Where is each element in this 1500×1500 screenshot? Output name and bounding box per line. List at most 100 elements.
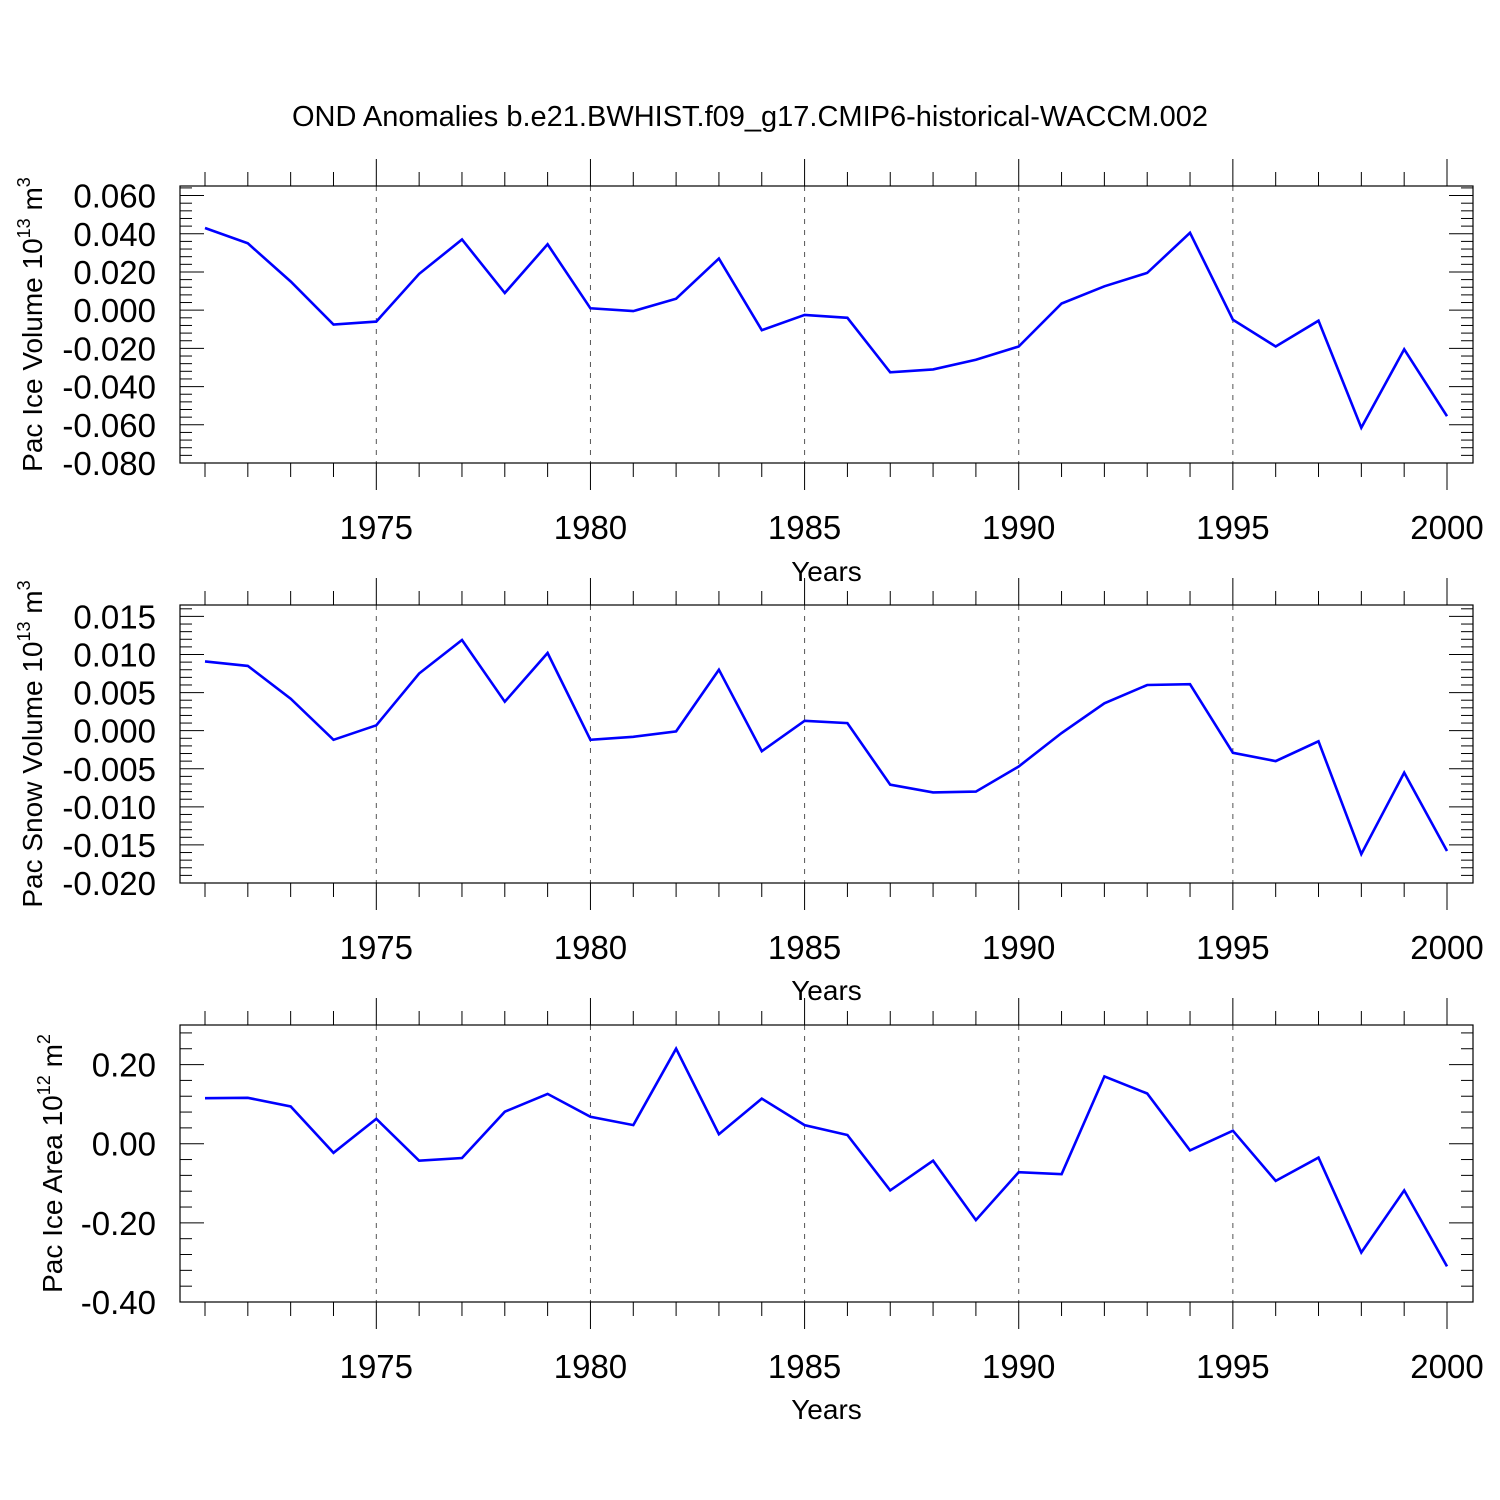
data-point — [1017, 1170, 1021, 1174]
data-point — [588, 306, 592, 310]
data-point — [460, 1156, 464, 1160]
data-point — [674, 1047, 678, 1051]
x-tick-label: 1995 — [1196, 929, 1269, 966]
y-axis-title-unit: m — [37, 1044, 68, 1075]
data-point — [1317, 1156, 1321, 1160]
x-tick-label: 1985 — [768, 1348, 841, 1385]
y-axis-title-unit: m — [17, 187, 48, 218]
data-point — [717, 257, 721, 261]
y-axis-title-unit-exponent: 3 — [14, 580, 34, 590]
x-axis-title: Years — [791, 975, 862, 1006]
data-point — [974, 1218, 978, 1222]
y-tick-label: 0.015 — [73, 598, 156, 635]
y-tick-label: 0.040 — [73, 216, 156, 253]
x-tick-label: 2000 — [1410, 1348, 1483, 1385]
data-point — [331, 738, 335, 742]
data-point — [845, 1133, 849, 1137]
plot-frame — [179, 1024, 1474, 1303]
data-point — [289, 280, 293, 284]
y-tick-label: -0.015 — [62, 827, 156, 864]
data-point — [1317, 319, 1321, 323]
data-point — [460, 638, 464, 642]
y-tick-label: -0.060 — [62, 407, 156, 444]
y-axis-title-unit-exponent: 3 — [14, 177, 34, 187]
data-point — [1402, 771, 1406, 775]
y-axis-title-exponent: 13 — [14, 218, 34, 238]
y-axis-title: Pac Ice Area 1012 m2 — [34, 1034, 68, 1293]
data-point — [374, 723, 378, 727]
y-tick-label: -0.020 — [62, 865, 156, 902]
panel-3: 0.20 0.00 -0.20 -0.40 1975 1980 1985 1990 1995 20… — [34, 998, 1484, 1425]
data-point — [717, 668, 721, 672]
data-point — [546, 1092, 550, 1096]
data-point — [546, 651, 550, 655]
data-point — [503, 291, 507, 295]
data-point — [246, 1096, 250, 1100]
data-point — [417, 272, 421, 276]
data-point — [1274, 344, 1278, 348]
x-tick-label: 1975 — [340, 1348, 413, 1385]
data-point — [803, 313, 807, 317]
x-axis-title: Years — [791, 1394, 862, 1425]
data-point — [931, 790, 935, 794]
y-axis-title: Pac Snow Volume 1013 m3 — [14, 580, 48, 907]
data-point — [1231, 318, 1235, 322]
data-point — [1402, 347, 1406, 351]
data-point — [374, 1117, 378, 1121]
data-point — [1445, 1264, 1449, 1268]
data-point — [845, 316, 849, 320]
series-line — [204, 1045, 1449, 1268]
data-point — [1231, 751, 1235, 755]
data-point — [1060, 1172, 1064, 1176]
x-tick-label: 1985 — [768, 509, 841, 546]
data-point — [803, 1123, 807, 1127]
series-line — [204, 226, 1449, 431]
data-point — [845, 721, 849, 725]
data-point — [203, 1096, 207, 1100]
y-axis-title-text: Pac Ice Volume 10 — [17, 238, 48, 471]
y-tick-label: 0.005 — [73, 675, 156, 712]
data-point — [674, 297, 678, 301]
data-point — [460, 237, 464, 241]
y-axis-title-unit-exponent: 2 — [34, 1034, 54, 1044]
data-point — [1060, 731, 1064, 735]
y-tick-label: 0.000 — [73, 292, 156, 329]
x-tick-label: 1980 — [554, 929, 627, 966]
data-point — [1402, 1188, 1406, 1192]
plot-frame — [179, 185, 1474, 464]
data-point — [1231, 1129, 1235, 1133]
y-axis-title-exponent: 12 — [34, 1075, 54, 1095]
data-point — [331, 1151, 335, 1155]
y-tick-label: 0.00 — [92, 1126, 156, 1163]
data-point — [631, 735, 635, 739]
data-point — [246, 664, 250, 668]
data-point — [1060, 301, 1064, 305]
y-axis-title-text: Pac Ice Area 10 — [37, 1095, 68, 1293]
data-point — [588, 738, 592, 742]
series-line — [204, 638, 1449, 858]
y-tick-label: 0.20 — [92, 1047, 156, 1084]
x-tick-label: 1995 — [1196, 509, 1269, 546]
data-point — [1188, 1148, 1192, 1152]
data-point — [974, 790, 978, 794]
data-point — [888, 783, 892, 787]
data-point — [1017, 344, 1021, 348]
data-point — [717, 1132, 721, 1136]
data-point — [631, 1123, 635, 1127]
data-point — [546, 242, 550, 246]
x-axis-title: Years — [791, 556, 862, 587]
x-tick-label: 2000 — [1410, 509, 1483, 546]
panel-2: 0.0150.0100.0050.000-0.005-0.010-0.015-0… — [14, 578, 1484, 1006]
data-point — [1359, 426, 1363, 430]
data-point — [1145, 1091, 1149, 1095]
data-point — [289, 1105, 293, 1109]
data-point — [588, 1115, 592, 1119]
data-point — [331, 323, 335, 327]
y-tick-label: 0.010 — [73, 637, 156, 674]
x-tick-label: 1995 — [1196, 1348, 1269, 1385]
data-point — [417, 1159, 421, 1163]
data-point — [1274, 1179, 1278, 1183]
data-point — [1359, 852, 1363, 856]
data-point — [760, 1097, 764, 1101]
